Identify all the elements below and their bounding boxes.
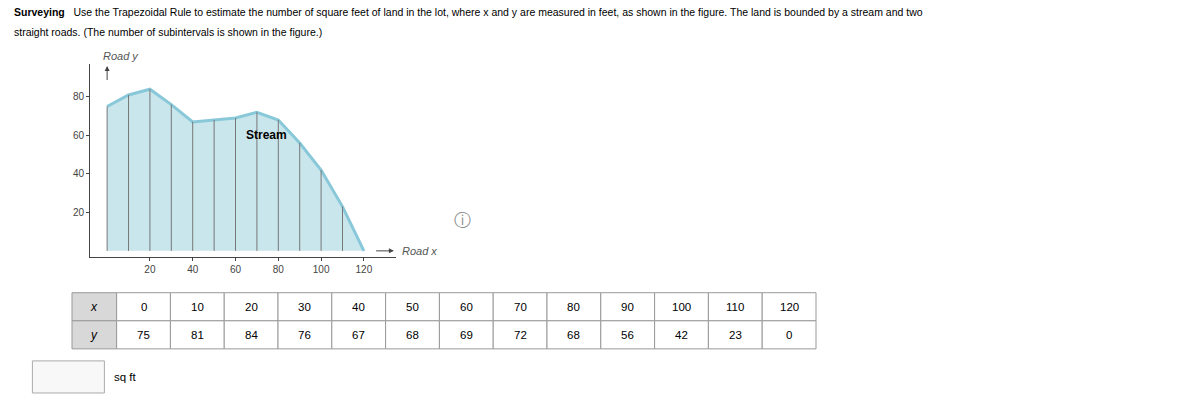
svg-text:80: 80 — [73, 91, 85, 102]
svg-text:30: 30 — [298, 301, 311, 313]
svg-text:0: 0 — [141, 301, 147, 313]
svg-text:100: 100 — [672, 301, 691, 313]
svg-text:Surveying Use the Trapezoida: Surveying Use the Trapezoidal Rule to es… — [14, 6, 923, 18]
svg-text:69: 69 — [460, 329, 473, 341]
svg-text:Road x: Road x — [402, 245, 437, 257]
svg-text:100: 100 — [313, 264, 330, 275]
svg-text:60: 60 — [460, 301, 473, 313]
svg-text:120: 120 — [780, 301, 799, 313]
svg-text:80: 80 — [273, 264, 285, 275]
svg-text:84: 84 — [245, 329, 258, 341]
svg-text:60: 60 — [230, 264, 242, 275]
svg-text:72: 72 — [514, 329, 527, 341]
svg-text:75: 75 — [137, 329, 150, 341]
svg-text:20: 20 — [245, 301, 258, 313]
svg-text:70: 70 — [514, 301, 527, 313]
svg-text:80: 80 — [567, 301, 580, 313]
svg-text:Stream: Stream — [246, 128, 287, 142]
svg-text:x: x — [90, 300, 98, 314]
svg-text:110: 110 — [726, 301, 744, 313]
svg-text:ⓘ: ⓘ — [454, 211, 471, 230]
svg-text:90: 90 — [621, 301, 634, 313]
svg-text:67: 67 — [352, 329, 365, 341]
svg-text:0: 0 — [786, 329, 792, 341]
svg-text:40: 40 — [73, 168, 85, 179]
svg-text:42: 42 — [675, 329, 688, 341]
svg-text:68: 68 — [567, 329, 580, 341]
svg-text:y: y — [90, 328, 98, 342]
svg-text:23: 23 — [729, 329, 742, 341]
svg-text:Road y: Road y — [103, 50, 139, 62]
svg-text:straight roads. (The number of: straight roads. (The number of subinterv… — [14, 26, 322, 38]
svg-text:40: 40 — [352, 301, 365, 313]
svg-text:10: 10 — [191, 301, 204, 313]
svg-text:76: 76 — [298, 329, 311, 341]
svg-text:50: 50 — [406, 301, 419, 313]
svg-text:20: 20 — [73, 207, 85, 218]
svg-text:20: 20 — [144, 264, 156, 275]
svg-text:sq ft: sq ft — [114, 371, 137, 383]
svg-text:120: 120 — [356, 264, 373, 275]
svg-text:81: 81 — [191, 329, 204, 341]
svg-text:60: 60 — [73, 130, 85, 141]
svg-text:56: 56 — [621, 329, 634, 341]
svg-text:68: 68 — [406, 329, 419, 341]
svg-text:40: 40 — [187, 264, 199, 275]
